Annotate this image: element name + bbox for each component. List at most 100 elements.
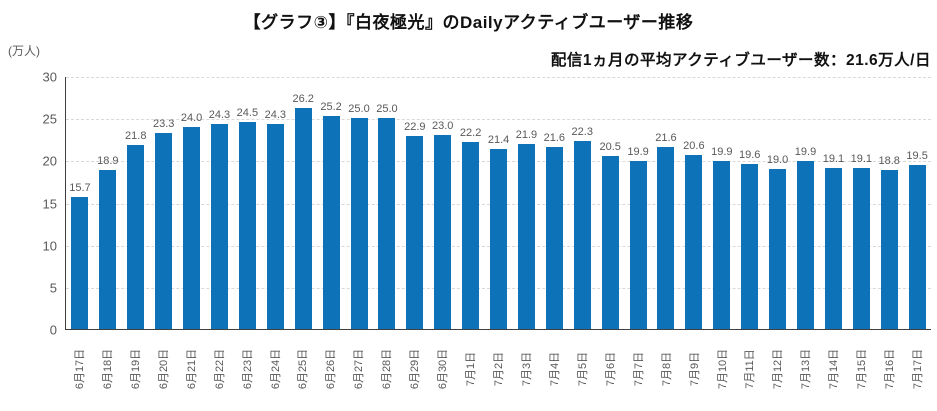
x-axis-tick: 7月3日 — [512, 331, 540, 407]
bar — [490, 148, 508, 329]
bar-slot: 23.3 — [150, 77, 178, 329]
x-axis-tick-label: 7月2日 — [493, 351, 506, 387]
bar-slot: 19.0 — [764, 77, 792, 329]
y-axis-unit-label: (万人) — [8, 44, 40, 58]
x-axis-tick: 7月10日 — [708, 331, 736, 407]
bar-slot: 19.6 — [736, 77, 764, 329]
x-axis-tick: 6月24日 — [261, 331, 289, 407]
x-axis-tick: 7月15日 — [847, 331, 875, 407]
bar-value-label: 23.3 — [152, 117, 175, 130]
bar-slot: 24.3 — [206, 77, 234, 329]
x-axis-tick: 6月27日 — [344, 331, 372, 407]
bar — [657, 146, 675, 329]
bar-value-label: 19.0 — [766, 153, 789, 166]
bar — [797, 161, 815, 329]
bar-value-label: 19.1 — [850, 152, 873, 165]
bar-value-label: 19.9 — [627, 146, 649, 159]
x-axis-tick-label: 7月6日 — [604, 351, 617, 387]
bar-value-label: 23.0 — [432, 120, 454, 133]
bar — [266, 124, 284, 329]
x-axis-tick: 6月23日 — [233, 331, 261, 407]
x-axis-tick: 6月28日 — [372, 331, 400, 407]
y-axis-tick-label: 15 — [42, 196, 57, 211]
bar-value-label: 24.3 — [208, 109, 231, 122]
bar-value-label: 20.5 — [599, 141, 621, 154]
bar-value-label: 25.2 — [320, 101, 342, 114]
bar-slot: 22.3 — [568, 77, 596, 329]
bar-value-label: 21.6 — [655, 131, 677, 144]
bar-value-label: 19.5 — [906, 149, 928, 162]
bar — [741, 163, 759, 329]
x-axis-tick-label: 7月17日 — [912, 348, 925, 390]
x-axis-tick-label: 7月8日 — [660, 351, 673, 387]
x-axis-tick-label: 7月5日 — [576, 351, 589, 387]
bar-value-label: 26.2 — [292, 93, 314, 106]
bar-slot: 15.7 — [66, 77, 94, 329]
bar-value-label: 22.2 — [459, 126, 482, 139]
x-axis: 6月17日 6月18日 6月19日 6月20日 6月21日 6月22日 6月23日 6月24日… — [65, 331, 931, 407]
x-axis-tick-label: 6月21日 — [185, 348, 198, 390]
bar-value-label: 20.6 — [683, 140, 705, 153]
bar-slot: 25.2 — [317, 77, 345, 329]
bar-slot: 21.4 — [485, 77, 513, 329]
x-axis-tick: 7月4日 — [540, 331, 568, 407]
bar-slot: 24.3 — [261, 77, 289, 329]
x-axis-tick-label: 6月19日 — [129, 348, 142, 390]
average-users-annotation: 配信1ヵ月の平均アクティブユーザー数：21.6万人/日 — [550, 52, 931, 69]
bar-slot: 21.9 — [513, 77, 541, 329]
bar-slot: 19.9 — [708, 77, 736, 329]
x-axis-tick: 7月6日 — [596, 331, 624, 407]
bar — [210, 124, 228, 329]
bar-slot: 19.9 — [624, 77, 652, 329]
bar-slot: 18.9 — [94, 77, 122, 329]
x-axis-tick-label: 7月7日 — [632, 351, 645, 387]
bar-value-label: 18.9 — [97, 154, 119, 167]
x-axis-tick: 6月20日 — [149, 331, 177, 407]
x-axis-tick: 7月9日 — [680, 331, 708, 407]
bar — [238, 122, 256, 329]
x-axis-tick-label: 6月28日 — [381, 348, 394, 390]
bar-slot: 22.2 — [457, 77, 485, 329]
bar — [155, 132, 173, 329]
x-axis-tick: 6月25日 — [289, 331, 317, 407]
bar — [769, 168, 787, 329]
bar-slot: 25.0 — [345, 77, 373, 329]
x-axis-tick-label: 6月26日 — [325, 348, 338, 390]
bar-slot: 20.5 — [596, 77, 624, 329]
y-axis-tick-label: 20 — [42, 153, 57, 169]
x-axis-tick-label: 6月20日 — [157, 348, 170, 390]
x-axis-tick-label: 6月22日 — [213, 348, 226, 390]
x-axis-tick-label: 7月16日 — [884, 348, 897, 390]
bar-slot: 22.9 — [401, 77, 429, 329]
bar-slot: 20.6 — [680, 77, 708, 329]
x-axis-tick-label: 6月23日 — [241, 348, 254, 390]
y-axis-tick-label: 30 — [42, 69, 57, 85]
gridline — [66, 119, 931, 121]
bar-value-label: 24.3 — [264, 109, 286, 122]
bar — [406, 135, 424, 329]
x-axis-tick-label: 7月15日 — [856, 348, 869, 390]
bar-slot: 24.5 — [233, 77, 261, 329]
bar-slot: 19.5 — [903, 77, 931, 329]
bar-value-label: 21.4 — [487, 133, 510, 146]
x-axis-tick: 6月18日 — [93, 331, 121, 407]
y-axis-tick-label: 5 — [49, 280, 57, 296]
x-axis-tick: 6月19日 — [121, 331, 149, 407]
bar-value-label: 25.0 — [376, 103, 398, 116]
bar — [71, 196, 89, 329]
x-axis-tick: 6月17日 — [65, 331, 93, 407]
page-title: 【グラフ③】『白夜極光』のDailyアクティブユーザー推移 — [243, 13, 694, 32]
gridline — [66, 77, 931, 78]
x-axis-tick: 7月14日 — [819, 331, 847, 407]
x-axis-tick: 6月29日 — [400, 331, 428, 407]
bar-value-label: 24.5 — [236, 107, 259, 120]
bar — [462, 141, 480, 329]
bar-slot: 19.1 — [847, 77, 875, 329]
plot-area: 0 5 10 15 20 25 30 15.7 18.9 21.8 23.3 24.0 24.3 24.… — [43, 70, 931, 338]
bar — [183, 126, 201, 329]
bar-value-label: 21.8 — [125, 130, 147, 143]
bar — [350, 118, 368, 329]
x-axis-tick: 7月1日 — [456, 331, 484, 407]
bar-slot: 19.1 — [819, 77, 847, 329]
bar — [852, 167, 870, 329]
